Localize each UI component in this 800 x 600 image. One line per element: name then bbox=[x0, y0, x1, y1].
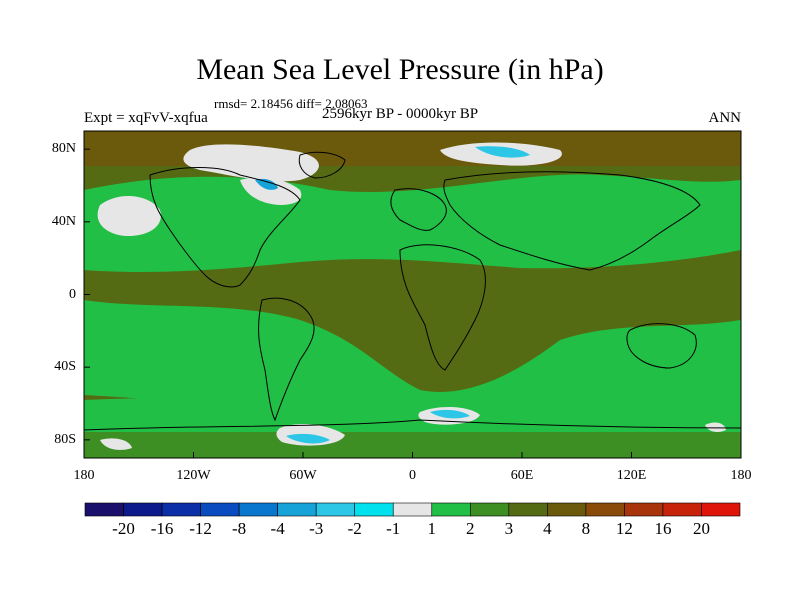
contour-field bbox=[84, 131, 741, 458]
lon-tick-label: 120E bbox=[616, 468, 647, 483]
colorbar-label: 2 bbox=[466, 519, 475, 538]
coastlines bbox=[84, 151, 741, 431]
colorbar-label: -3 bbox=[309, 519, 324, 538]
lon-tick-label: 0 bbox=[409, 468, 416, 483]
colorbar-label: -16 bbox=[150, 519, 174, 538]
atlantic-antarctic-core bbox=[430, 409, 470, 419]
experiment-label: Expt = xqFvV-xqfua bbox=[84, 110, 208, 126]
lon-tick-label: 60E bbox=[510, 468, 534, 483]
colorbar-swatch bbox=[84, 502, 124, 517]
colorbar-label: -4 bbox=[270, 519, 285, 538]
colorbar-label: -12 bbox=[189, 519, 212, 538]
colorbar-swatch bbox=[123, 502, 163, 517]
colorbar-label: 12 bbox=[615, 519, 633, 538]
colorbar-label: 8 bbox=[581, 519, 591, 538]
ross-low bbox=[100, 438, 132, 450]
season-label: ANN bbox=[708, 110, 742, 126]
colorbar-swatch bbox=[354, 502, 394, 517]
colorbar-swatch bbox=[431, 502, 471, 517]
colorbar-label: -1 bbox=[386, 519, 401, 538]
tropical-band bbox=[84, 300, 741, 410]
colorbar-swatch bbox=[624, 502, 664, 517]
colorbar-swatch bbox=[161, 502, 201, 517]
colorbar-label: 1 bbox=[427, 519, 437, 538]
colorbar-label: 3 bbox=[504, 519, 514, 538]
lat-tick-label: 40S bbox=[54, 359, 76, 375]
colorbar-swatch bbox=[200, 502, 240, 517]
arctic-high-band bbox=[84, 131, 741, 166]
east-antarctic-low bbox=[705, 422, 726, 433]
colorbar-label: -2 bbox=[347, 519, 362, 538]
colorbar-swatch bbox=[469, 502, 510, 517]
colorbar-swatch bbox=[277, 502, 317, 517]
colorbar-swatch bbox=[662, 502, 702, 517]
colorbar-label: -8 bbox=[232, 519, 247, 538]
lon-tick-label: 180 bbox=[730, 468, 752, 483]
colorbar-swatch bbox=[585, 502, 625, 517]
colorbar-label: 20 bbox=[692, 519, 710, 538]
greenland-low bbox=[183, 144, 319, 182]
period-label: 2596kyr BP - 0000kyr BP bbox=[322, 106, 479, 122]
colorbar-swatch bbox=[547, 502, 587, 517]
colorbar-swatch bbox=[508, 502, 548, 517]
hudson-core bbox=[255, 178, 278, 190]
weddell-core bbox=[286, 433, 330, 444]
lat-tick-label: 80N bbox=[51, 141, 76, 157]
lon-tick-label: 120W bbox=[176, 468, 211, 483]
lon-tick-label: 60W bbox=[289, 468, 317, 483]
colorbar-label: 16 bbox=[654, 519, 672, 538]
hudson-low bbox=[240, 177, 302, 205]
siberia-core bbox=[475, 146, 530, 158]
rmsd-diff-stats: rmsd= 2.18456 diff= 2.08063 bbox=[214, 96, 368, 111]
colorbar-swatch bbox=[315, 502, 356, 517]
north-pacific-low bbox=[97, 195, 161, 237]
lat-tick-label: 40N bbox=[51, 213, 76, 229]
axis-ticks bbox=[83, 148, 742, 458]
lon-tick-label: 180 bbox=[73, 468, 95, 483]
colorbar-swatch bbox=[701, 502, 741, 517]
lat-tick-label: 0 bbox=[69, 286, 76, 302]
nh-midlat-band bbox=[84, 174, 741, 273]
colorbar-swatch bbox=[392, 502, 433, 517]
colorbar-swatch bbox=[238, 502, 278, 517]
lat-tick-label: 80S bbox=[54, 431, 76, 447]
colorbar-label: -20 bbox=[112, 519, 135, 538]
chart-title: Mean Sea Level Pressure (in hPa) bbox=[196, 53, 604, 86]
colorbar-label: 4 bbox=[543, 519, 552, 538]
colorbar bbox=[84, 502, 741, 517]
